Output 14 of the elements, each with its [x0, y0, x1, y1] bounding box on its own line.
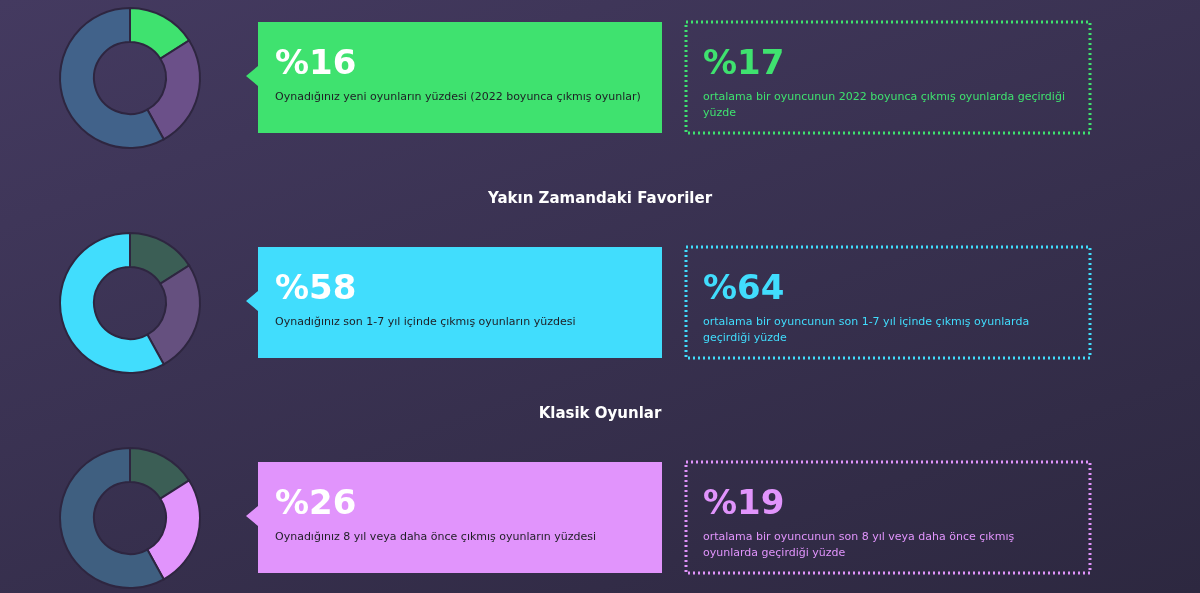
text: ortalama bir oyuncunun 2022 boyunca çıkmış oyunlarda geçirdiği yüzde — [703, 90, 1065, 119]
text: ortalama bir oyuncunun son 8 yıl veya daha önce çıkmış oyunlarda geçirdiği yüzde — [703, 530, 1015, 559]
text: Oynadığınız yeni oyunların yüzdesi (2022 boyunca çıkmış oyunlar) — [275, 90, 641, 103]
text: Oynadığınız son 1-7 yıl içinde çıkmış oyunların yüzdesi — [275, 315, 576, 328]
text: Klasik Oyunlar — [538, 404, 662, 422]
text: %17 — [703, 42, 785, 82]
text: %64 — [703, 267, 785, 307]
text: %16 — [275, 42, 357, 82]
text: %58 — [275, 267, 357, 307]
text: %26 — [275, 482, 357, 522]
text: Yakın Zamandaki Favoriler — [486, 189, 713, 207]
text: ortalama bir oyuncunun son 1-7 yıl içinde çıkmış oyunlarda geçirdiği yüzde — [703, 315, 1030, 344]
text: %19 — [703, 482, 785, 522]
text: Oynadığınız 8 yıl veya daha önce çıkmış oyunların yüzdesi — [275, 530, 597, 543]
